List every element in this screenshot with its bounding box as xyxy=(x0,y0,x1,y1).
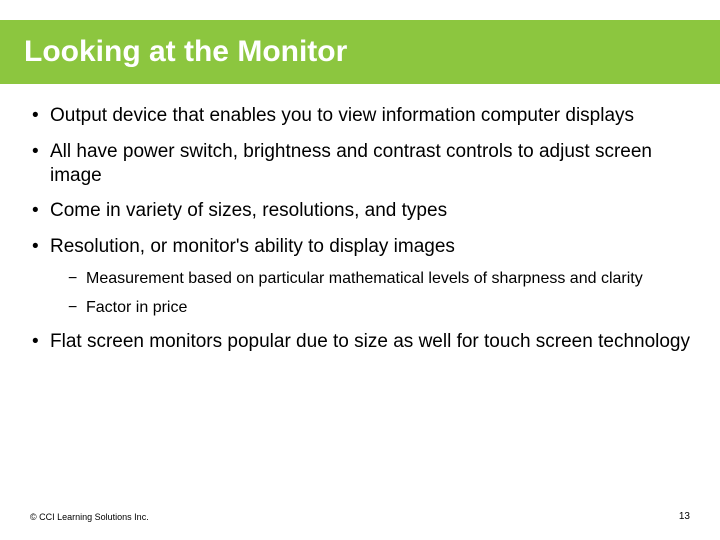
bullet-text: Output device that enables you to view i… xyxy=(50,105,634,126)
bullet-text: Come in variety of sizes, resolutions, a… xyxy=(50,200,447,221)
sub-bullet-text: Factor in price xyxy=(86,299,187,316)
bullet-item: Come in variety of sizes, resolutions, a… xyxy=(30,199,690,223)
footer-copyright: © CCI Learning Solutions Inc. xyxy=(30,512,149,522)
sub-bullet-item: Factor in price xyxy=(68,298,690,319)
bullet-text: Flat screen monitors popular due to size… xyxy=(50,331,690,352)
bullet-list: Output device that enables you to view i… xyxy=(30,104,690,354)
bullet-item: Resolution, or monitor's ability to disp… xyxy=(30,235,690,318)
slide-title: Looking at the Monitor xyxy=(24,35,347,69)
sub-bullet-list: Measurement based on particular mathemat… xyxy=(68,269,690,319)
bullet-text: Resolution, or monitor's ability to disp… xyxy=(50,236,455,257)
slide: Looking at the Monitor Output device tha… xyxy=(0,0,720,540)
slide-content: Output device that enables you to view i… xyxy=(30,104,690,366)
title-bar: Looking at the Monitor xyxy=(0,20,720,84)
bullet-item: Flat screen monitors popular due to size… xyxy=(30,330,690,354)
bullet-item: All have power switch, brightness and co… xyxy=(30,140,690,188)
bullet-text: All have power switch, brightness and co… xyxy=(50,141,652,186)
sub-bullet-item: Measurement based on particular mathemat… xyxy=(68,269,690,290)
bullet-item: Output device that enables you to view i… xyxy=(30,104,690,128)
footer-page-number: 13 xyxy=(679,511,690,522)
sub-bullet-text: Measurement based on particular mathemat… xyxy=(86,270,643,287)
